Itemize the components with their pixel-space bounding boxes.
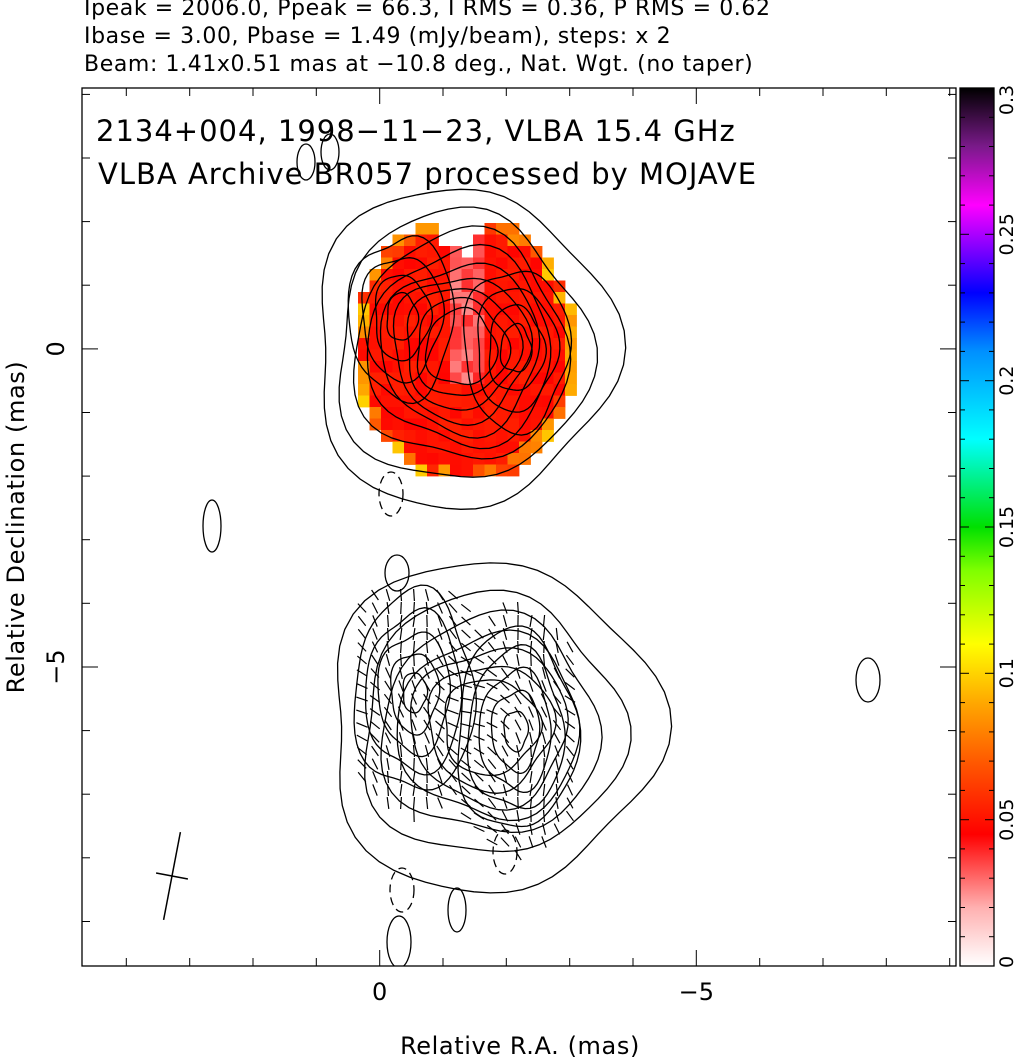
contour-upper-outer [321,188,627,510]
contour-isolated [320,133,340,171]
contour-upper-inner [347,235,456,405]
contour-upper-inner [488,304,547,391]
contour-negative [389,867,415,913]
contour-upper-inner [374,274,434,362]
contour-negative [378,471,404,517]
contour-lower-outer [380,609,603,834]
header-line-3: Beam: 1.41x0.51 mas at −10.8 deg., Nat. … [84,52,754,77]
contour-lower-inner [478,666,552,794]
contour-upper-outer [379,262,541,439]
contour-isolated [447,887,467,933]
y-tick-label: −5 [42,649,70,684]
contour-lower-outer [396,629,581,822]
x-tick-label: −5 [679,978,714,1006]
x-axis-label: Relative R.A. (mas) [400,1032,640,1060]
contour-isolated [296,143,316,181]
contour-upper-inner [477,287,561,413]
contour-lower-inner [364,607,463,776]
beam-minor-axis [155,872,189,880]
contour-isolated [202,499,222,553]
contour-lower-outer [364,589,632,853]
x-tick-label: 0 [372,978,387,1006]
chart-subtitle: VLBA Archive BR057 processed by MOJAVE [98,157,757,191]
contour-lower-outer [336,562,673,894]
header-line-2: Ibase = 3.00, Pbase = 1.49 (mJy/beam), s… [84,24,672,49]
contour-isolated [384,554,410,592]
contour-upper-outer [352,225,572,460]
colorbar-tick-label: 0.3 [996,85,1018,115]
contour-lower-inner [377,631,452,758]
chart-title: 2134+004, 1998−11−23, VLBA 15.4 GHz [96,114,736,148]
contour-isolated [386,915,412,966]
polarization-pixels [358,223,577,477]
contour-upper-inner [361,257,446,384]
contour-upper-outer [338,206,599,478]
colorbar-tick-label: 0.1 [996,658,1018,688]
contour-upper-inner [386,291,420,341]
contour-lower-outer [444,679,544,777]
contour-upper-inner [499,322,533,373]
polarization-vectors [356,588,576,861]
y-axis-label: Relative Declination (mas) [2,361,30,694]
contour-isolated [855,657,881,703]
contour-upper-inner [462,270,573,436]
contour-upper-outer [392,277,534,426]
contour-lower-inner [353,584,478,791]
intensity-contours [202,133,881,966]
y-tick-label: 0 [42,341,70,356]
colorbar-tick-label: 0.2 [996,366,1018,396]
colorbar-tick-label: 0.25 [996,213,1018,255]
header-line-1: Ipeak = 2006.0, Ppeak = 66.3, I RMS = 0.… [84,0,771,21]
contour-lower-inner [503,710,530,753]
colorbar-tick-label: 0 [996,956,1018,968]
colorbar-tick-label: 0.15 [996,506,1018,548]
contour-lower-inner [402,672,429,714]
contour-lower-outer [427,665,557,794]
contour-lower-inner [466,644,566,810]
contour-lower-inner [457,625,582,828]
colorbar-tick-label: 0.05 [996,799,1018,841]
plot-frame [81,87,957,967]
